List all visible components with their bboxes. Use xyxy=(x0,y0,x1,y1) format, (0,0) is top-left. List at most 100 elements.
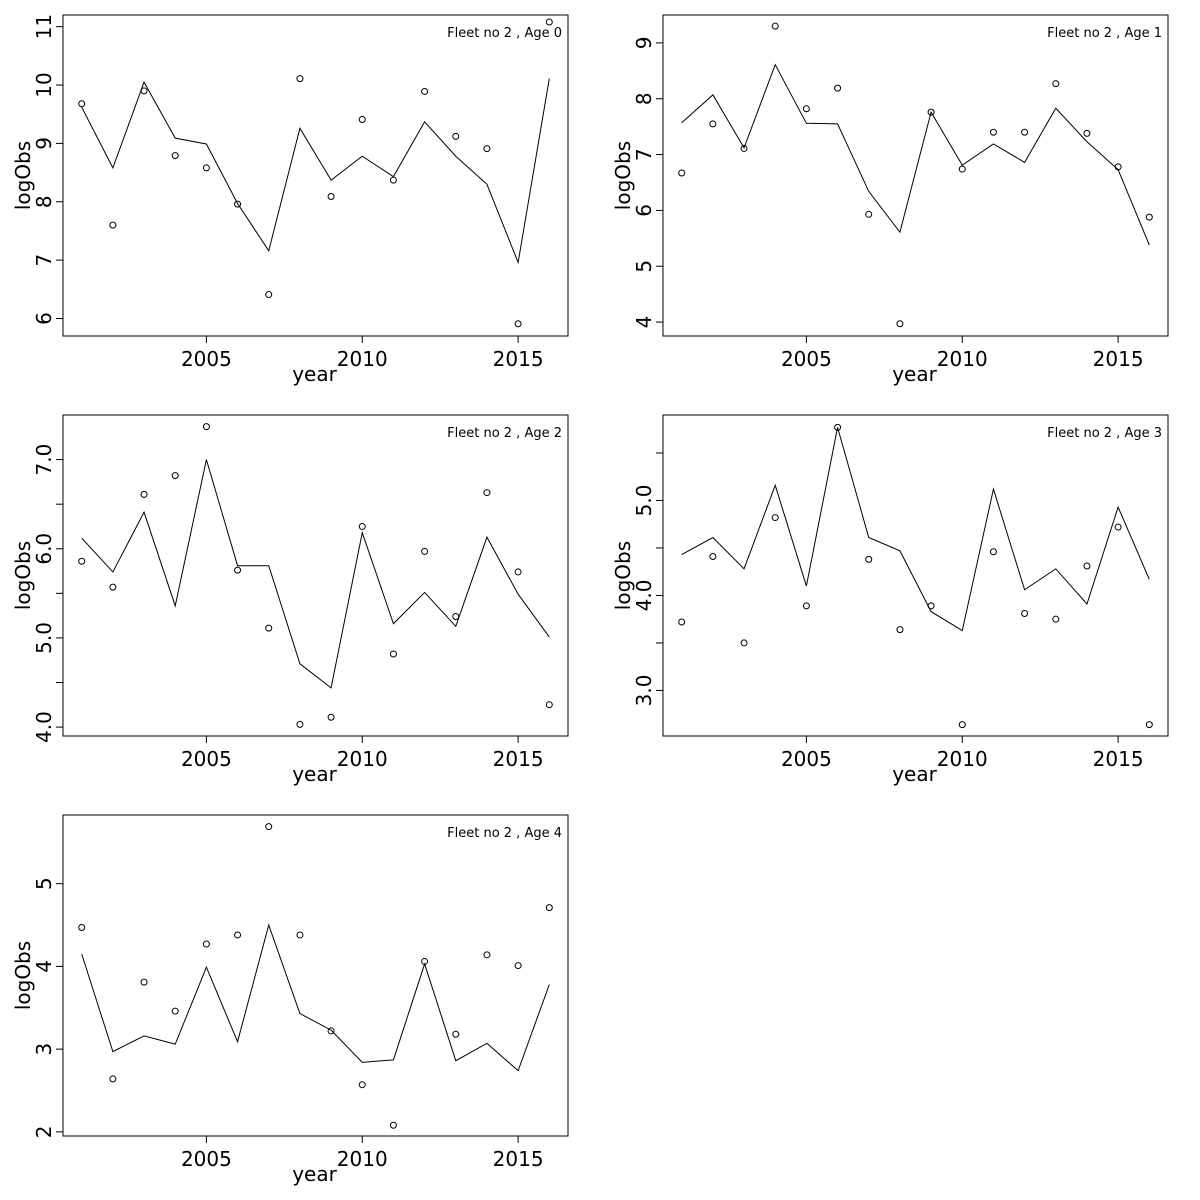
chart-panel-0: 2005 2010 2015 6 7 8 9 10 11 year logObs Fleet no 2… xyxy=(11,14,569,386)
observation-point xyxy=(358,1081,366,1089)
observation-point xyxy=(545,18,553,26)
observation-point xyxy=(514,962,522,970)
observation-point xyxy=(296,75,304,83)
observation-point xyxy=(109,1075,117,1083)
y-tick-label: 8 xyxy=(632,92,656,105)
y-tick-label: 5.0 xyxy=(32,622,56,654)
observation-point xyxy=(327,193,335,201)
x-tick-label: 2010 xyxy=(937,347,988,371)
x-tick-label: 2015 xyxy=(1093,347,1144,371)
observation-point xyxy=(265,624,273,632)
observation-point xyxy=(802,105,810,113)
y-tick-label: 3 xyxy=(32,1043,56,1056)
plot-frame xyxy=(62,814,569,1137)
x-axis-title: year xyxy=(292,362,337,386)
x-tick-label: 2015 xyxy=(493,1147,544,1171)
fitted-series-line xyxy=(81,78,550,265)
observation-point xyxy=(834,84,842,92)
observation-point xyxy=(234,931,242,939)
observation-point xyxy=(171,152,179,160)
fitted-series-line xyxy=(81,459,550,689)
observation-point xyxy=(865,210,873,218)
y-tick-label: 4 xyxy=(32,960,56,973)
y-tick-label: 4 xyxy=(632,316,656,329)
y-tick-label: 4.0 xyxy=(632,580,656,612)
y-axis-title: logObs xyxy=(11,941,35,1010)
observation-point xyxy=(389,650,397,658)
observation-point xyxy=(483,951,491,959)
panel-title: Fleet no 2 , Age 1 xyxy=(1047,26,1162,41)
fitted-series-line xyxy=(681,427,1150,632)
x-tick-label: 2015 xyxy=(493,747,544,771)
observation-point xyxy=(78,557,86,565)
panel-title: Fleet no 2 , Age 2 xyxy=(447,426,562,441)
y-axis-title: logObs xyxy=(611,141,635,210)
observation-point xyxy=(202,423,210,431)
x-tick-label: 2005 xyxy=(181,747,232,771)
observation-point xyxy=(896,320,904,328)
observation-point xyxy=(265,823,273,831)
panel-title: Fleet no 2 , Age 4 xyxy=(447,826,562,841)
y-tick-label: 6 xyxy=(32,312,56,325)
observation-point xyxy=(389,1121,397,1129)
observation-point xyxy=(989,548,997,556)
y-tick-label: 6.0 xyxy=(32,533,56,565)
observation-point xyxy=(514,568,522,576)
observation-point xyxy=(358,522,366,530)
observation-point xyxy=(202,164,210,172)
observation-point xyxy=(771,22,779,30)
observation-point xyxy=(545,904,553,912)
observation-point xyxy=(452,1030,460,1038)
y-tick-label: 7 xyxy=(632,148,656,161)
observation-point xyxy=(865,555,873,563)
y-tick-label: 10 xyxy=(32,72,56,97)
observation-point xyxy=(109,221,117,229)
observation-point xyxy=(927,108,935,116)
y-tick-label: 7.0 xyxy=(32,444,56,476)
y-tick-label: 5.0 xyxy=(632,485,656,517)
x-tick-label: 2010 xyxy=(937,747,988,771)
observation-point xyxy=(296,931,304,939)
x-tick-label: 2015 xyxy=(493,347,544,371)
observation-point xyxy=(327,713,335,721)
observation-point xyxy=(989,128,997,136)
x-tick-label: 2015 xyxy=(1093,747,1144,771)
x-tick-label: 2010 xyxy=(337,1147,388,1171)
observation-point xyxy=(896,626,904,634)
observation-point xyxy=(452,132,460,140)
observation-point xyxy=(1114,523,1122,531)
x-tick-label: 2005 xyxy=(181,1147,232,1171)
observation-point xyxy=(234,200,242,208)
observation-point xyxy=(740,639,748,647)
fitted-series-line xyxy=(81,923,550,1072)
observation-point xyxy=(140,978,148,986)
observation-point xyxy=(1021,609,1029,617)
observation-point xyxy=(1145,721,1153,729)
observation-point xyxy=(421,547,429,555)
y-axis-title: logObs xyxy=(11,141,35,210)
y-tick-label: 9 xyxy=(32,137,56,150)
observation-point xyxy=(358,115,366,123)
y-tick-label: 8 xyxy=(32,195,56,208)
x-axis-title: year xyxy=(292,1162,337,1186)
observation-point xyxy=(483,489,491,497)
observation-point xyxy=(958,721,966,729)
observation-point xyxy=(140,490,148,498)
observation-point xyxy=(958,165,966,173)
observation-point xyxy=(1083,562,1091,570)
y-tick-label: 7 xyxy=(32,254,56,267)
plot-frame xyxy=(662,14,1169,337)
chart-panel-2: 2005 2010 2015 4.0 5.0 6.0 7.0 year logObs Fleet … xyxy=(11,414,569,786)
chart-panel-4: 2005 2010 2015 2 3 4 5 year logObs Fleet no 2 , A… xyxy=(11,814,569,1186)
observation-point xyxy=(421,87,429,95)
observation-point xyxy=(709,120,717,128)
x-tick-label: 2005 xyxy=(181,347,232,371)
observation-point xyxy=(1114,163,1122,171)
y-tick-label: 11 xyxy=(32,14,56,39)
observation-point xyxy=(514,320,522,328)
observation-point xyxy=(78,100,86,108)
x-tick-label: 2005 xyxy=(781,747,832,771)
x-tick-label: 2005 xyxy=(781,347,832,371)
plot-frame xyxy=(62,14,569,337)
chart-panel-1: 2005 2010 2015 4 5 6 7 8 9 year logObs Fleet no 2 ,… xyxy=(611,14,1169,386)
